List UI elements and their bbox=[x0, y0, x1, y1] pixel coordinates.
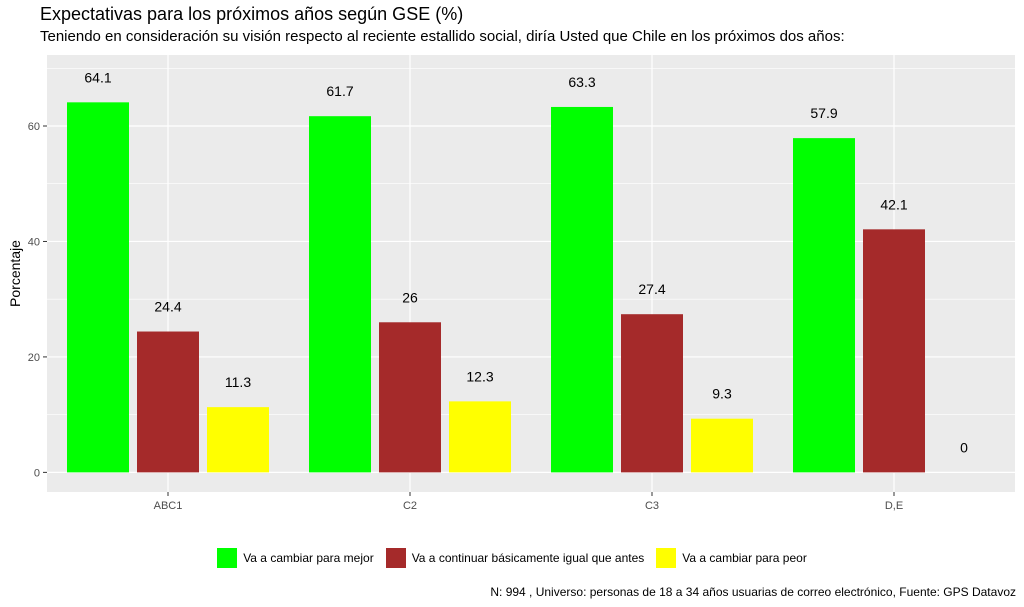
legend-key bbox=[385, 548, 406, 568]
legend: Va a cambiar para mejor Va a continuar bá… bbox=[0, 548, 1024, 568]
legend-item: Va a continuar básicamente igual que ant… bbox=[385, 548, 645, 568]
x-tick-label: ABC1 bbox=[154, 500, 183, 512]
data-label: 26 bbox=[402, 289, 418, 305]
y-tick-label: 60 bbox=[28, 121, 40, 133]
legend-label: Va a cambiar para mejor bbox=[243, 551, 374, 565]
bar bbox=[691, 418, 753, 473]
x-tick-label: C2 bbox=[403, 500, 417, 512]
y-tick-label: 0 bbox=[34, 467, 40, 479]
x-tick-label: C3 bbox=[645, 500, 659, 512]
bar bbox=[793, 138, 855, 473]
chart-subtitle: Teniendo en consideración su visión resp… bbox=[40, 28, 845, 45]
legend-item: Va a cambiar para peor bbox=[656, 548, 807, 568]
data-label: 9.3 bbox=[712, 386, 732, 402]
x-tick-label: D,E bbox=[885, 500, 903, 512]
chart-caption: N: 994 , Universo: personas de 18 a 34 a… bbox=[490, 585, 1016, 599]
legend-item: Va a cambiar para mejor bbox=[217, 548, 374, 568]
data-label: 57.9 bbox=[810, 105, 837, 121]
bar bbox=[309, 116, 371, 473]
bar bbox=[207, 407, 269, 473]
data-label: 24.4 bbox=[154, 299, 181, 315]
chart-title: Expectativas para los próximos años segú… bbox=[40, 4, 464, 24]
data-label: 63.3 bbox=[568, 74, 595, 90]
data-label: 64.1 bbox=[84, 69, 111, 85]
data-label: 27.4 bbox=[638, 281, 665, 297]
data-label: 0 bbox=[960, 439, 968, 455]
data-label: 61.7 bbox=[326, 83, 353, 99]
y-tick-label: 20 bbox=[28, 352, 40, 364]
data-label: 11.3 bbox=[225, 374, 251, 390]
legend-key bbox=[656, 548, 677, 568]
legend-key bbox=[217, 548, 238, 568]
y-axis-title: Porcentaje bbox=[7, 240, 23, 307]
bar bbox=[863, 229, 925, 473]
legend-label: Va a continuar básicamente igual que ant… bbox=[411, 551, 645, 565]
bar bbox=[137, 331, 199, 473]
data-label: 42.1 bbox=[880, 196, 907, 212]
bar bbox=[67, 102, 129, 473]
bar bbox=[621, 314, 683, 473]
bar bbox=[449, 401, 511, 473]
legend-label: Va a cambiar para peor bbox=[682, 551, 807, 565]
y-tick-label: 40 bbox=[28, 236, 40, 248]
data-label: 12.3 bbox=[466, 368, 493, 384]
bar bbox=[379, 322, 441, 473]
bar bbox=[551, 106, 613, 473]
